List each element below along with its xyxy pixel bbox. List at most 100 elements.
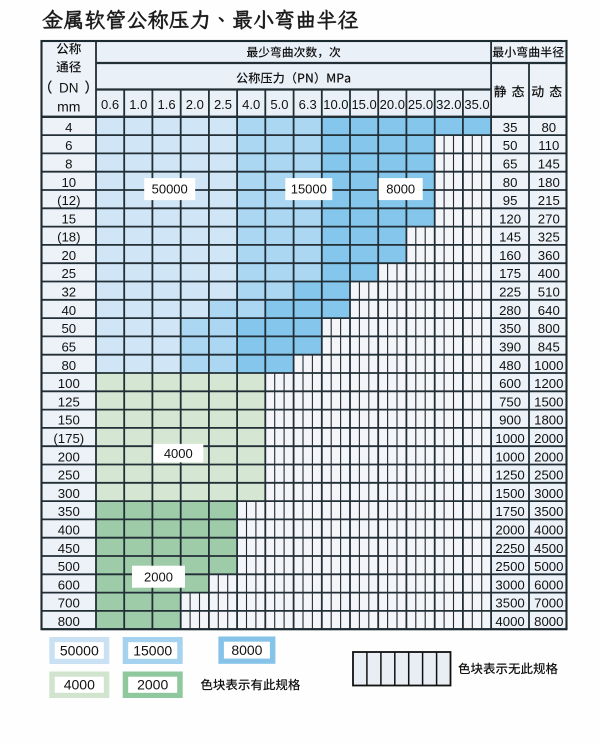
- svg-text:4000: 4000: [64, 677, 95, 693]
- svg-text:65: 65: [61, 340, 76, 355]
- svg-text:2250: 2250: [495, 541, 524, 556]
- svg-text:2000: 2000: [534, 449, 563, 464]
- svg-text:100: 100: [58, 376, 80, 391]
- svg-text:20: 20: [61, 248, 76, 263]
- svg-text:5000: 5000: [534, 559, 563, 574]
- svg-text:200: 200: [58, 449, 80, 464]
- svg-text:4000: 4000: [164, 446, 193, 461]
- svg-text:4500: 4500: [534, 541, 563, 556]
- svg-text:6.3: 6.3: [299, 97, 317, 112]
- svg-text:3500: 3500: [495, 596, 524, 611]
- svg-text:125: 125: [58, 394, 80, 409]
- svg-text:80: 80: [503, 175, 518, 190]
- svg-text:2500: 2500: [495, 559, 524, 574]
- svg-text:500: 500: [58, 559, 80, 574]
- svg-text:2500: 2500: [534, 468, 563, 483]
- svg-text:5.0: 5.0: [270, 97, 288, 112]
- svg-text:4: 4: [65, 120, 72, 135]
- svg-text:1000: 1000: [534, 358, 563, 373]
- svg-text:270: 270: [538, 211, 560, 226]
- svg-text:80: 80: [61, 358, 76, 373]
- svg-text:2000: 2000: [144, 569, 173, 584]
- svg-text:50000: 50000: [152, 182, 188, 197]
- svg-text:1500: 1500: [534, 394, 563, 409]
- svg-text:700: 700: [58, 596, 80, 611]
- svg-text:1750: 1750: [495, 504, 524, 519]
- svg-text:900: 900: [499, 413, 521, 428]
- svg-text:400: 400: [58, 523, 80, 538]
- svg-text:40: 40: [61, 303, 76, 318]
- svg-text:1800: 1800: [534, 413, 563, 428]
- svg-text:(175): (175): [53, 431, 84, 446]
- svg-text:95: 95: [503, 193, 518, 208]
- svg-text:300: 300: [58, 486, 80, 501]
- svg-text:15: 15: [61, 211, 76, 226]
- svg-text:450: 450: [58, 541, 80, 556]
- svg-text:510: 510: [538, 285, 560, 300]
- svg-text:120: 120: [499, 211, 521, 226]
- svg-text:2.5: 2.5: [214, 97, 232, 112]
- svg-text:8000: 8000: [231, 642, 262, 658]
- svg-text:800: 800: [58, 614, 80, 629]
- svg-text:145: 145: [499, 230, 521, 245]
- svg-text:280: 280: [499, 303, 521, 318]
- svg-text:1000: 1000: [495, 431, 524, 446]
- svg-text:175: 175: [499, 266, 521, 281]
- svg-text:350: 350: [58, 504, 80, 519]
- svg-text:390: 390: [499, 340, 521, 355]
- svg-text:10.0: 10.0: [323, 97, 348, 112]
- svg-text:145: 145: [538, 157, 560, 172]
- svg-text:1200: 1200: [534, 376, 563, 391]
- svg-text:3000: 3000: [495, 577, 524, 592]
- svg-text:4.0: 4.0: [242, 97, 260, 112]
- svg-text:250: 250: [58, 468, 80, 483]
- svg-text:3500: 3500: [534, 504, 563, 519]
- svg-text:400: 400: [538, 266, 560, 281]
- svg-text:35.0: 35.0: [464, 97, 489, 112]
- svg-text:(18): (18): [57, 230, 80, 245]
- svg-text:8: 8: [65, 157, 72, 172]
- svg-text:2.0: 2.0: [186, 97, 204, 112]
- svg-text:215: 215: [538, 193, 560, 208]
- svg-text:(12): (12): [57, 193, 80, 208]
- svg-text:4000: 4000: [534, 523, 563, 538]
- svg-text:160: 160: [499, 248, 521, 263]
- svg-text:80: 80: [541, 120, 556, 135]
- svg-text:225: 225: [499, 285, 521, 300]
- svg-text:15.0: 15.0: [351, 97, 376, 112]
- svg-text:350: 350: [499, 321, 521, 336]
- svg-text:180: 180: [538, 175, 560, 190]
- svg-text:50000: 50000: [60, 642, 99, 658]
- svg-text:2000: 2000: [495, 523, 524, 538]
- svg-text:7000: 7000: [534, 596, 563, 611]
- svg-text:32: 32: [61, 285, 76, 300]
- svg-text:50: 50: [503, 138, 518, 153]
- svg-text:32.0: 32.0: [436, 97, 461, 112]
- svg-text:35: 35: [503, 120, 518, 135]
- svg-text:8000: 8000: [534, 614, 563, 629]
- svg-text:2000: 2000: [534, 431, 563, 446]
- svg-text:20.0: 20.0: [380, 97, 405, 112]
- svg-text:600: 600: [499, 376, 521, 391]
- svg-text:50: 50: [61, 321, 76, 336]
- svg-text:325: 325: [538, 230, 560, 245]
- svg-text:3000: 3000: [534, 486, 563, 501]
- svg-text:1000: 1000: [495, 449, 524, 464]
- svg-text:640: 640: [538, 303, 560, 318]
- svg-text:15000: 15000: [291, 182, 327, 197]
- svg-text:25: 25: [61, 266, 76, 281]
- svg-text:1.0: 1.0: [129, 97, 147, 112]
- svg-text:110: 110: [538, 138, 559, 153]
- svg-text:6000: 6000: [534, 577, 563, 592]
- svg-text:600: 600: [58, 577, 80, 592]
- svg-text:150: 150: [58, 413, 80, 428]
- svg-text:1.6: 1.6: [158, 97, 176, 112]
- svg-text:25.0: 25.0: [408, 97, 433, 112]
- svg-text:750: 750: [499, 394, 521, 409]
- svg-text:DN: DN: [59, 80, 79, 95]
- svg-text:10: 10: [61, 175, 76, 190]
- svg-text:0.6: 0.6: [101, 97, 119, 112]
- svg-text:15000: 15000: [133, 642, 172, 658]
- svg-text:65: 65: [503, 157, 518, 172]
- svg-text:360: 360: [538, 248, 560, 263]
